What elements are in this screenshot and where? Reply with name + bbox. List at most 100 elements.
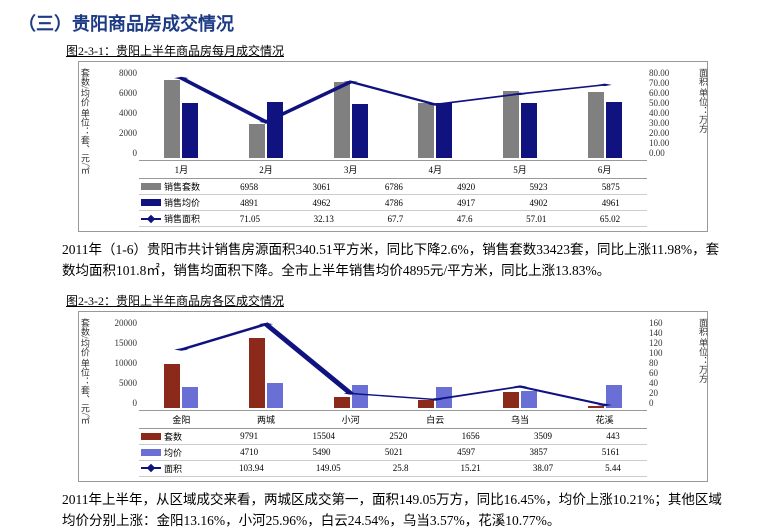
data-row: 面积 103.94 149.05 25.8 15.21 38.07 5.44 bbox=[139, 461, 647, 477]
document-page: （三）贵阳商品房成交情况 图2-3-1：贵阳上半年商品房每月成交情况 套数/均价… bbox=[0, 0, 760, 527]
paragraph-2: 2011年上半年，从区域成交来看，两城区成交第一，面积149.05万方，同比16… bbox=[62, 490, 732, 532]
data-row: 销售面积 71.05 32.13 67.7 47.6 57.01 65.02 bbox=[139, 211, 647, 227]
series-name: 销售套数 bbox=[164, 180, 200, 193]
plot-area bbox=[139, 318, 647, 408]
cell: 32.13 bbox=[314, 214, 334, 224]
x-categories: 1月 2月 3月 4月 5月 6月 bbox=[139, 160, 647, 176]
data-row: 套数 9791 15504 2520 1656 3509 443 bbox=[139, 429, 647, 445]
cell: 9791 bbox=[240, 431, 258, 441]
x-categories: 金阳 两城 小河 白云 乌当 花溪 bbox=[139, 410, 647, 426]
cell: 3857 bbox=[529, 447, 547, 457]
legend-swatch bbox=[141, 218, 161, 220]
cell: 57.01 bbox=[526, 214, 546, 224]
left-axis-ticks: 20000150001000050000 bbox=[87, 318, 137, 408]
cell: 5.44 bbox=[605, 463, 621, 473]
x-category: 2月 bbox=[259, 163, 273, 176]
cell: 2520 bbox=[389, 431, 407, 441]
cell: 4962 bbox=[312, 198, 330, 208]
plot-area bbox=[139, 68, 647, 158]
cell: 47.6 bbox=[457, 214, 473, 224]
cell: 65.02 bbox=[600, 214, 620, 224]
cell: 4902 bbox=[529, 198, 547, 208]
cell: 5875 bbox=[602, 182, 620, 192]
figure-1-title: 图2-3-1：贵阳上半年商品房每月成交情况 bbox=[66, 42, 742, 59]
x-category: 两城 bbox=[257, 413, 275, 426]
chart-2-box: 套数/均价 单位：套、元/㎡面积 单位：万方200001500010000500… bbox=[78, 311, 708, 482]
row-label: 销售面积 bbox=[139, 211, 213, 226]
legend-swatch bbox=[141, 199, 161, 206]
cell: 4920 bbox=[457, 182, 475, 192]
x-category: 乌当 bbox=[511, 413, 529, 426]
x-category: 5月 bbox=[513, 163, 527, 176]
line-series bbox=[139, 318, 647, 408]
cell: 5490 bbox=[312, 447, 330, 457]
cell: 149.05 bbox=[316, 463, 341, 473]
cell: 67.7 bbox=[387, 214, 403, 224]
legend-swatch bbox=[141, 467, 161, 469]
row-cells: 4891 4962 4786 4917 4902 4961 bbox=[213, 198, 647, 208]
cell: 6786 bbox=[385, 182, 403, 192]
legend-swatch bbox=[141, 449, 161, 456]
legend-swatch bbox=[141, 433, 161, 440]
paragraph-1: 2011年（1-6）贵阳市共计销售房源面积340.51平方米，同比下降2.6%，… bbox=[62, 240, 732, 282]
figure-1: 套数/均价 单位：套、元/㎡面积 单位：万方800060004000200008… bbox=[78, 61, 708, 232]
data-row: 销售套数 6958 3061 6786 4920 5923 5875 bbox=[139, 179, 647, 195]
cell: 25.8 bbox=[393, 463, 409, 473]
series-name: 面积 bbox=[164, 462, 182, 475]
series-name: 均价 bbox=[164, 446, 182, 459]
left-axis-ticks: 80006000400020000 bbox=[87, 68, 137, 158]
row-cells: 71.05 32.13 67.7 47.6 57.01 65.02 bbox=[213, 214, 647, 224]
row-label: 面积 bbox=[139, 461, 213, 476]
cell: 15504 bbox=[312, 431, 335, 441]
x-category: 金阳 bbox=[172, 413, 190, 426]
cell: 4917 bbox=[457, 198, 475, 208]
cell: 5161 bbox=[602, 447, 620, 457]
row-cells: 9791 15504 2520 1656 3509 443 bbox=[213, 431, 647, 441]
data-row: 均价 4710 5490 5021 4597 3857 5161 bbox=[139, 445, 647, 461]
row-label: 销售套数 bbox=[139, 179, 213, 194]
series-name: 套数 bbox=[164, 430, 182, 443]
x-category: 3月 bbox=[344, 163, 358, 176]
row-cells: 6958 3061 6786 4920 5923 5875 bbox=[213, 182, 647, 192]
cell: 38.07 bbox=[533, 463, 553, 473]
right-axis-ticks: 160140120100806040200 bbox=[649, 318, 699, 408]
row-cells: 103.94 149.05 25.8 15.21 38.07 5.44 bbox=[213, 463, 647, 473]
cell: 6958 bbox=[240, 182, 258, 192]
cell: 103.94 bbox=[239, 463, 264, 473]
row-label: 销售均价 bbox=[139, 195, 213, 210]
cell: 15.21 bbox=[461, 463, 481, 473]
figure-2: 套数/均价 单位：套、元/㎡面积 单位：万方200001500010000500… bbox=[78, 311, 708, 482]
cell: 71.05 bbox=[240, 214, 260, 224]
data-row: 销售均价 4891 4962 4786 4917 4902 4961 bbox=[139, 195, 647, 211]
row-cells: 4710 5490 5021 4597 3857 5161 bbox=[213, 447, 647, 457]
cell: 4961 bbox=[602, 198, 620, 208]
figure-2-title: 图2-3-2：贵阳上半年商品房各区成交情况 bbox=[66, 292, 742, 309]
line-series bbox=[139, 68, 647, 158]
cell: 4891 bbox=[240, 198, 258, 208]
cell: 3061 bbox=[312, 182, 330, 192]
x-category: 1月 bbox=[175, 163, 189, 176]
series-name: 销售面积 bbox=[164, 212, 200, 225]
cell: 443 bbox=[606, 431, 620, 441]
cell: 4710 bbox=[240, 447, 258, 457]
x-category: 花溪 bbox=[596, 413, 614, 426]
data-table: 销售套数 6958 3061 6786 4920 5923 5875 销售均价 4891 4962… bbox=[139, 178, 647, 227]
cell: 1656 bbox=[462, 431, 480, 441]
data-table: 套数 9791 15504 2520 1656 3509 443 均价 4710 5490 5021… bbox=[139, 428, 647, 477]
cell: 5021 bbox=[385, 447, 403, 457]
x-category: 4月 bbox=[429, 163, 443, 176]
cell: 5923 bbox=[529, 182, 547, 192]
cell: 4597 bbox=[457, 447, 475, 457]
cell: 4786 bbox=[385, 198, 403, 208]
series-name: 销售均价 bbox=[164, 196, 200, 209]
x-category: 小河 bbox=[342, 413, 360, 426]
x-category: 6月 bbox=[598, 163, 612, 176]
legend-swatch bbox=[141, 183, 161, 190]
right-axis-ticks: 80.0070.0060.0050.0040.0030.0020.0010.00… bbox=[649, 68, 699, 158]
cell: 3509 bbox=[534, 431, 552, 441]
chart-1-box: 套数/均价 单位：套、元/㎡面积 单位：万方800060004000200008… bbox=[78, 61, 708, 232]
row-label: 均价 bbox=[139, 445, 213, 460]
x-category: 白云 bbox=[426, 413, 444, 426]
section-title: （三）贵阳商品房成交情况 bbox=[18, 10, 742, 36]
row-label: 套数 bbox=[139, 429, 213, 444]
